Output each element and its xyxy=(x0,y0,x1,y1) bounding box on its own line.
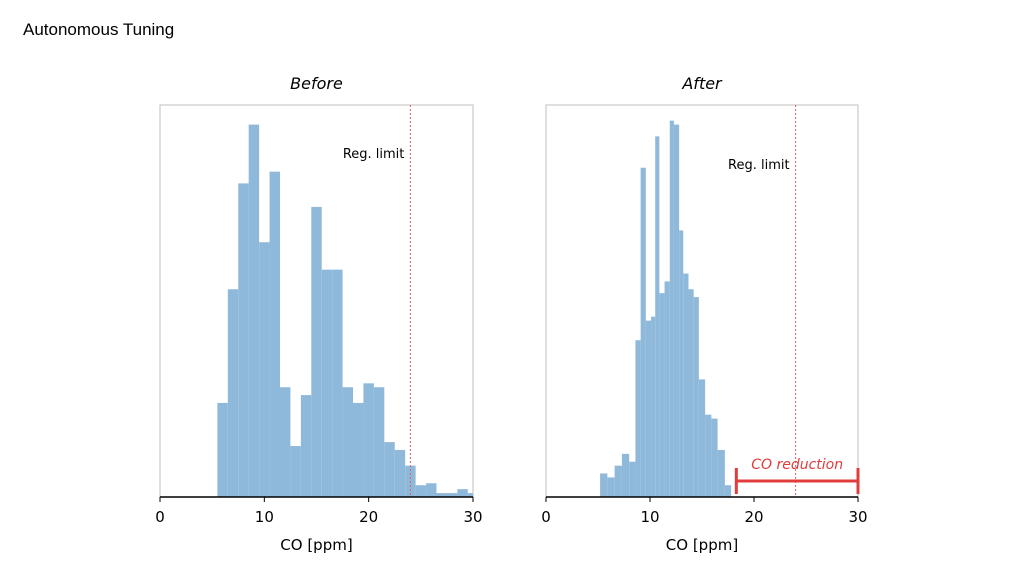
chart-2-bar xyxy=(655,136,660,498)
chart-1-bar xyxy=(467,493,473,497)
chart-1-x-tick-label: 0 xyxy=(155,508,165,526)
chart-1-bar xyxy=(279,387,291,497)
chart-1-bar xyxy=(353,402,364,497)
chart-1-bar xyxy=(415,485,427,497)
chart-1-bar xyxy=(446,493,458,497)
chart-1-bar xyxy=(248,124,260,497)
chart-1-bar xyxy=(426,483,437,497)
chart-2-x-axis-label: CO [ppm] xyxy=(666,536,738,554)
chart-2-bar xyxy=(698,379,706,497)
chart-1-bar xyxy=(342,387,354,497)
chart-2-bar xyxy=(664,281,670,497)
chart-2-bar xyxy=(651,316,656,497)
chart-2-x-tick-label: 20 xyxy=(744,508,763,526)
chart-2-bar xyxy=(635,340,641,497)
chart-1-bar xyxy=(269,171,280,497)
chart-2-bar xyxy=(688,289,694,497)
chart-1-reg-limit-label: Reg. limit xyxy=(343,147,405,162)
chart-1-bar xyxy=(300,395,312,497)
chart-1-bar xyxy=(238,183,249,497)
chart-1-bar xyxy=(373,387,385,497)
chart-2-bar xyxy=(705,414,712,497)
chart-1-x-tick-label: 10 xyxy=(255,508,274,526)
chart-2-bar xyxy=(645,320,652,497)
chart-2-bar xyxy=(659,293,665,497)
chart-2-bar xyxy=(600,473,608,497)
chart-2-bar xyxy=(621,453,630,497)
chart-1-bar xyxy=(217,402,228,497)
chart-1-x-tick-label: 20 xyxy=(359,508,378,526)
chart-2-bar xyxy=(669,120,674,498)
chart-1-bar xyxy=(332,269,343,497)
chart-2-x-tick-label: 30 xyxy=(848,508,867,526)
chart-2-title: After xyxy=(681,74,723,93)
chart-2-bar xyxy=(683,273,689,497)
chart-1-x-tick-label: 30 xyxy=(463,508,482,526)
chart-2-bar xyxy=(629,461,636,497)
chart-1-bar xyxy=(290,446,301,497)
chart-1-bar xyxy=(321,269,333,497)
chart-1-bar xyxy=(436,493,447,497)
chart-2-x-tick-label: 0 xyxy=(541,508,551,526)
chart-2-bar xyxy=(640,167,646,497)
chart-1-bar xyxy=(311,206,322,498)
chart-2-co-reduction-label: CO reduction xyxy=(751,457,843,473)
chart-2-bar xyxy=(607,477,615,497)
chart-1-bar xyxy=(363,383,374,497)
chart-2-bar xyxy=(717,449,725,497)
chart-1-title: Before xyxy=(290,74,343,93)
chart-2-x-tick-label: 10 xyxy=(640,508,659,526)
chart-2-bar xyxy=(679,230,684,497)
slide-title: Autonomous Tuning xyxy=(23,20,175,39)
chart-1-bar xyxy=(394,449,406,497)
chart-2-bar xyxy=(724,485,732,497)
chart-1-bar xyxy=(457,489,468,497)
chart-1-bar xyxy=(384,442,395,497)
chart-2-bar xyxy=(673,124,680,497)
chart-2-bar xyxy=(711,418,718,497)
chart-1-bar xyxy=(227,289,239,497)
chart-2-bar xyxy=(693,297,699,497)
chart-2-reg-limit-label: Reg. limit xyxy=(728,158,790,173)
chart-2-bar xyxy=(614,465,622,497)
chart-1-x-axis-label: CO [ppm] xyxy=(280,536,352,554)
chart-1-bar xyxy=(259,242,270,497)
